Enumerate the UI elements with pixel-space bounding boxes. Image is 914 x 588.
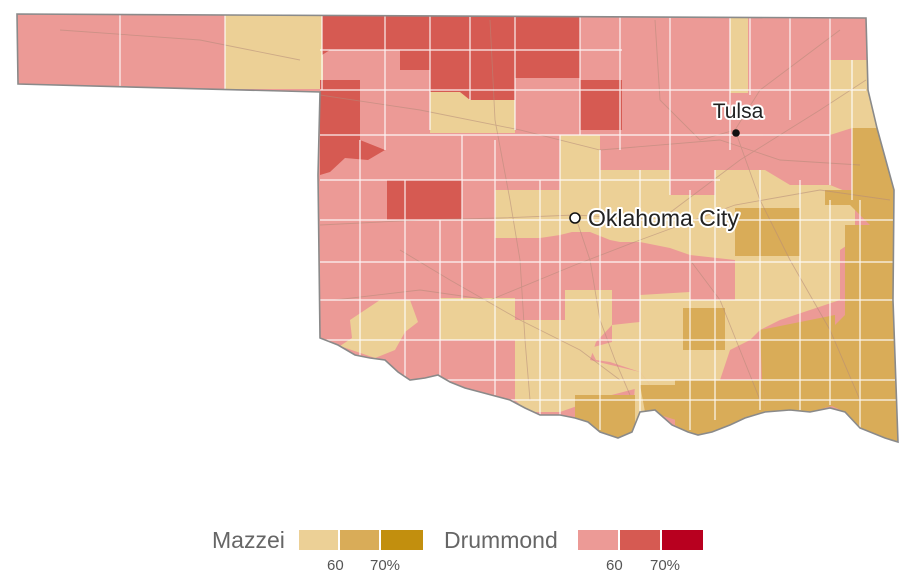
tulsa-label: Tulsa <box>713 100 764 123</box>
okc-marker-icon <box>569 212 581 224</box>
oklahoma-city-label: Oklahoma City <box>588 205 739 231</box>
city-oklahoma-city: Oklahoma City <box>569 203 741 233</box>
tulsa-marker-icon <box>732 129 740 137</box>
county-lines <box>119 14 898 430</box>
city-tulsa: Tulsa <box>711 98 766 137</box>
